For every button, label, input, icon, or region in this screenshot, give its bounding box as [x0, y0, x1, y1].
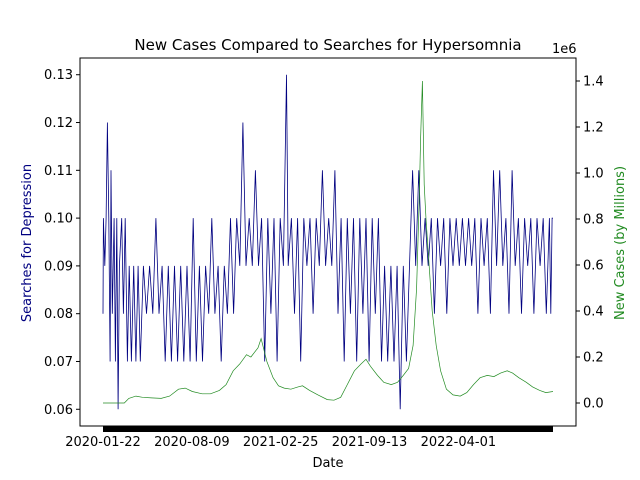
right-axis-tick-label: 1.0	[583, 167, 604, 182]
left-axis-tick-label: 0.11	[44, 164, 73, 179]
right-axis-tick-label: 0.0	[583, 397, 604, 412]
x-axis-label: Date	[312, 456, 343, 471]
right-axis-label: New Cases (by Millions)	[613, 166, 628, 320]
right-axis-tick-label: 0.6	[583, 259, 604, 274]
chart-title: New Cases Compared to Searches for Hyper…	[134, 36, 521, 54]
right-axis-tick-label: 0.2	[583, 351, 604, 366]
x-axis-tick-label: 2020-01-22	[65, 435, 141, 450]
left-axis-tick-label: 0.07	[44, 355, 73, 370]
x-axis-tick-label: 2022-04-01	[421, 435, 497, 450]
right-axis-tick-label: 1.2	[583, 121, 604, 136]
left-axis-tick-label: 0.10	[44, 212, 73, 227]
x-axis-minor-ticks-band	[103, 426, 553, 432]
axes-frame	[79, 57, 577, 427]
right-axis-tick-label: 1.4	[583, 75, 604, 90]
left-axis-tick-label: 0.13	[44, 68, 73, 83]
left-axis-tick-label: 0.09	[44, 259, 73, 274]
x-axis-tick-label: 2021-09-13	[332, 435, 408, 450]
cases-series-line	[103, 80, 554, 404]
right-axis-offset-label: 1e6	[552, 42, 577, 57]
left-axis-label: Searches for Depression	[20, 164, 35, 322]
left-axis-tick-label: 0.08	[44, 307, 73, 322]
x-axis-tick-label: 2021-02-25	[243, 435, 319, 450]
x-axis-tick-label: 2020-08-09	[154, 435, 230, 450]
right-axis-tick-label: 0.8	[583, 213, 604, 228]
searches-series-line	[102, 74, 553, 410]
plot-area: 0.06 0.07 0.08 0.09 0.10 0.11 0.12 0.13 0.0 0.2 0.…	[44, 57, 604, 450]
left-axis-tick-label: 0.06	[44, 403, 73, 418]
left-axis-tick-label: 0.12	[44, 116, 73, 131]
right-axis-tick-label: 0.4	[583, 305, 604, 320]
